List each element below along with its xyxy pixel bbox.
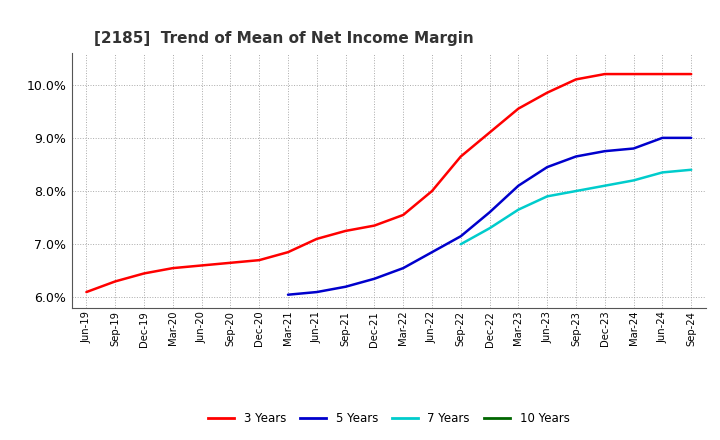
3 Years [600,71,609,77]
5 Years [341,284,350,290]
7 Years [687,167,696,172]
7 Years [629,178,638,183]
Line: 3 Years: 3 Years [86,74,691,292]
5 Years [572,154,580,159]
3 Years [111,279,120,284]
5 Years [399,265,408,271]
3 Years [456,154,465,159]
Line: 5 Years: 5 Years [288,138,691,295]
7 Years [456,242,465,247]
3 Years [370,223,379,228]
7 Years [485,226,494,231]
3 Years [140,271,148,276]
5 Years [428,249,436,255]
3 Years [82,290,91,295]
5 Years [658,135,667,140]
3 Years [312,236,321,242]
3 Years [629,71,638,77]
3 Years [485,130,494,135]
3 Years [543,90,552,95]
5 Years [456,234,465,239]
3 Years [341,228,350,234]
Line: 7 Years: 7 Years [461,170,691,244]
3 Years [687,71,696,77]
7 Years [600,183,609,188]
5 Years [370,276,379,282]
5 Years [543,165,552,170]
7 Years [658,170,667,175]
5 Years [485,210,494,215]
Text: [2185]  Trend of Mean of Net Income Margin: [2185] Trend of Mean of Net Income Margi… [94,31,473,46]
5 Years [284,292,292,297]
5 Years [629,146,638,151]
7 Years [572,188,580,194]
5 Years [687,135,696,140]
Legend: 3 Years, 5 Years, 7 Years, 10 Years: 3 Years, 5 Years, 7 Years, 10 Years [204,407,574,430]
3 Years [514,106,523,111]
3 Years [197,263,206,268]
3 Years [572,77,580,82]
5 Years [514,183,523,188]
7 Years [514,207,523,212]
3 Years [168,265,177,271]
3 Years [399,213,408,218]
3 Years [226,260,235,265]
3 Years [255,257,264,263]
7 Years [543,194,552,199]
5 Years [312,290,321,295]
3 Years [428,188,436,194]
3 Years [284,249,292,255]
5 Years [600,149,609,154]
3 Years [658,71,667,77]
